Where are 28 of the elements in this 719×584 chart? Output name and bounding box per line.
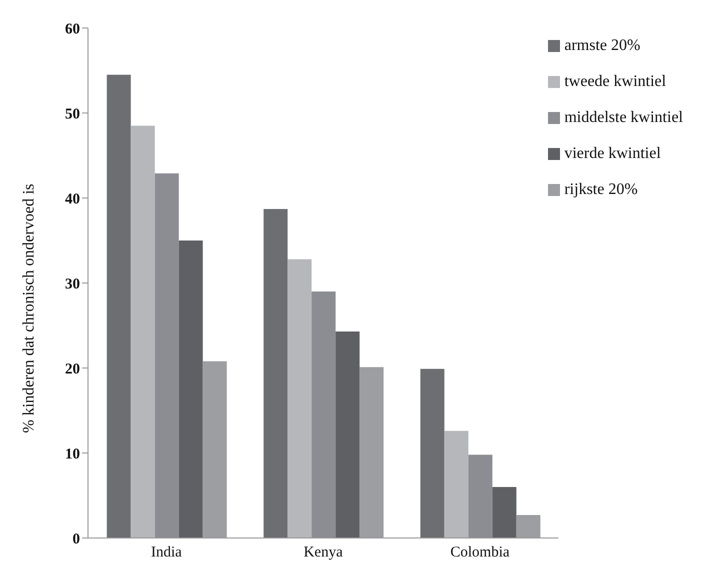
x-tick-label: Kenya xyxy=(304,544,344,561)
legend-label: armste 20% xyxy=(564,37,640,54)
y-axis-title: % kinderen dat chronisch ondervoed is xyxy=(20,184,38,433)
bar xyxy=(178,240,203,538)
y-tick-label: 0 xyxy=(72,531,80,548)
x-tick-label: Colombia xyxy=(450,544,510,561)
x-tick-label: India xyxy=(150,544,182,561)
bar xyxy=(106,74,131,538)
y-tick-label: 40 xyxy=(65,191,80,208)
bar xyxy=(444,430,468,538)
legend-label: rijkste 20% xyxy=(564,181,638,198)
bar xyxy=(154,173,179,538)
bar xyxy=(468,454,492,538)
legend-label: vierde kwintiel xyxy=(564,145,661,162)
legend-label: middelste kwintiel xyxy=(564,109,683,126)
bar xyxy=(130,126,155,538)
bar xyxy=(492,487,516,538)
y-tick-label: 10 xyxy=(65,446,80,462)
bar xyxy=(288,259,312,538)
y-tick-label: 30 xyxy=(65,276,80,292)
y-tick-label: 60 xyxy=(65,21,80,38)
y-tick-label: 50 xyxy=(65,106,80,122)
bar xyxy=(312,292,336,538)
legend-label: tweede kwintiel xyxy=(564,73,666,90)
bar xyxy=(264,209,288,538)
y-tick-label: 20 xyxy=(65,361,80,378)
bar xyxy=(420,368,444,538)
bar xyxy=(336,331,360,538)
